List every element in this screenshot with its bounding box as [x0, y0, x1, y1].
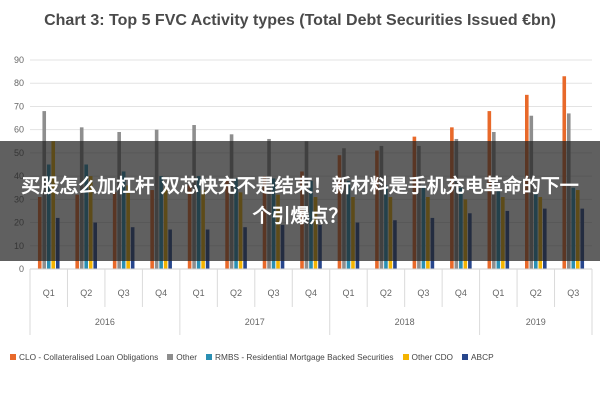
- y-tick-label: 90: [14, 55, 24, 65]
- x-tick-label: Q1: [43, 288, 55, 298]
- x-tick-label: Q2: [530, 288, 542, 298]
- legend-label: RMBS - Residential Mortgage Backed Secur…: [215, 352, 394, 362]
- y-tick-label: 70: [14, 101, 24, 111]
- legend-swatch: [206, 354, 213, 360]
- legend-item: ABCP: [462, 352, 494, 362]
- x-tick-label: Q1: [193, 288, 205, 298]
- legend-swatch: [462, 354, 469, 360]
- year-group-label: 2018: [395, 317, 415, 327]
- chart-legend: CLO - Collateralised Loan Obligations Oth…: [10, 352, 595, 362]
- x-tick-label: Q4: [305, 288, 317, 298]
- legend-item: Other CDO: [402, 352, 454, 362]
- x-tick-label: Q4: [455, 288, 467, 298]
- x-tick-label: Q3: [567, 288, 579, 298]
- x-tick-label: Q2: [380, 288, 392, 298]
- legend-item: CLO - Collateralised Loan Obligations: [10, 352, 158, 362]
- legend-swatch: [402, 354, 409, 360]
- year-group-label: 2019: [526, 317, 546, 327]
- y-tick-label: 0: [19, 264, 24, 274]
- x-tick-label: Q2: [80, 288, 92, 298]
- year-group-label: 2017: [245, 317, 265, 327]
- x-tick-label: Q3: [118, 288, 130, 298]
- y-tick-label: 60: [14, 125, 24, 135]
- legend-swatch: [10, 354, 16, 360]
- legend-label: Other: [176, 352, 198, 362]
- legend-item: Other: [167, 352, 197, 362]
- headline-overlay: 买股怎么加杠杆 双芯快充不是结束！新材料是手机充电革命的下一个引爆点？: [0, 141, 600, 261]
- x-tick-label: Q1: [342, 288, 354, 298]
- overlay-headline: 买股怎么加杠杆 双芯快充不是结束！新材料是手机充电革命的下一个引爆点？: [21, 175, 579, 227]
- chart-title: Chart 3: Top 5 FVC Activity types (Total…: [44, 12, 556, 29]
- legend-swatch: [167, 354, 174, 360]
- x-tick-label: Q1: [492, 288, 504, 298]
- legend-item: RMBS - Residential Mortgage Backed Secur…: [206, 352, 394, 362]
- x-tick-label: Q4: [155, 288, 167, 298]
- year-group-label: 2016: [95, 317, 115, 327]
- legend-label: Other CDO: [411, 352, 454, 362]
- y-tick-label: 80: [14, 78, 24, 88]
- legend-label: ABCP: [471, 352, 494, 362]
- x-tick-label: Q2: [230, 288, 242, 298]
- x-tick-label: Q3: [268, 288, 280, 298]
- legend-label: CLO - Collateralised Loan Obligations: [19, 352, 159, 362]
- x-tick-label: Q3: [417, 288, 429, 298]
